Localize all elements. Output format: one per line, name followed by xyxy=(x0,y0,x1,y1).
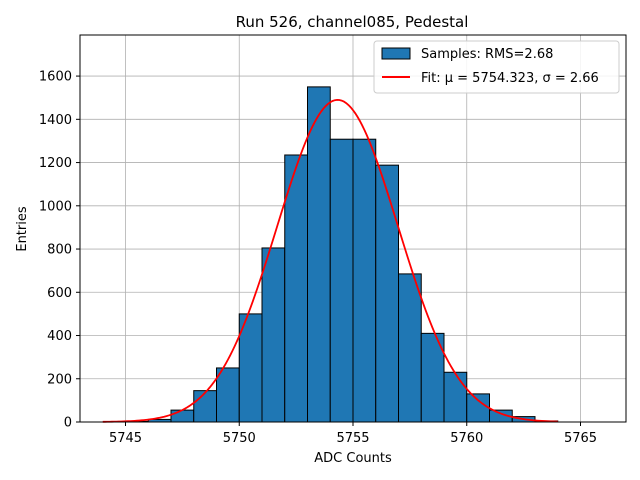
y-tick-label: 800 xyxy=(47,243,72,258)
x-tick-label: 5755 xyxy=(336,431,369,446)
y-tick-label: 1600 xyxy=(39,70,72,85)
histogram-bar xyxy=(261,247,286,423)
histogram-bar xyxy=(193,390,217,423)
histogram-bar xyxy=(284,154,308,423)
y-tick-label: 400 xyxy=(47,329,72,344)
y-tick-label: 1400 xyxy=(39,113,72,128)
histogram-bar xyxy=(352,138,377,423)
histogram-bar xyxy=(307,86,331,423)
legend: Samples: RMS=2.68 Fit: μ = 5754.323, σ =… xyxy=(373,40,620,94)
histogram-bar xyxy=(329,138,354,423)
y-tick-label: 0 xyxy=(64,416,72,431)
x-tick-label: 5750 xyxy=(223,431,256,446)
y-tick-label: 200 xyxy=(47,372,72,387)
y-axis-ticks: 0 200 400 600 800 1000 1200 1400 1600 xyxy=(39,70,80,431)
histogram-bar xyxy=(170,409,195,423)
histogram-bar xyxy=(216,367,240,423)
y-axis-label: Entries xyxy=(15,206,30,252)
legend-samples-swatch xyxy=(381,47,411,60)
legend-fit-label: Fit: μ = 5754.323, σ = 2.66 xyxy=(421,71,599,86)
y-tick-label: 1200 xyxy=(39,156,72,171)
legend-box xyxy=(373,40,620,94)
x-tick-label: 5765 xyxy=(564,431,597,446)
fit-curve xyxy=(102,98,558,423)
histogram-bars xyxy=(125,86,559,423)
fit-curve-layer xyxy=(102,98,558,423)
x-axis-ticks: 5745 5750 5755 5760 5765 xyxy=(109,422,597,446)
histogram-bar xyxy=(443,371,468,423)
y-tick-label: 600 xyxy=(47,286,72,301)
legend-samples-label: Samples: RMS=2.68 xyxy=(421,47,553,62)
histogram-bar xyxy=(375,164,399,423)
y-tick-label: 1000 xyxy=(39,199,72,214)
x-tick-label: 5760 xyxy=(450,431,483,446)
chart-title: Run 526, channel085, Pedestal xyxy=(236,13,469,31)
histogram-bar xyxy=(398,273,422,423)
x-axis-label: ADC Counts xyxy=(314,451,392,466)
x-tick-label: 5745 xyxy=(109,431,142,446)
histogram-bar xyxy=(466,393,490,423)
